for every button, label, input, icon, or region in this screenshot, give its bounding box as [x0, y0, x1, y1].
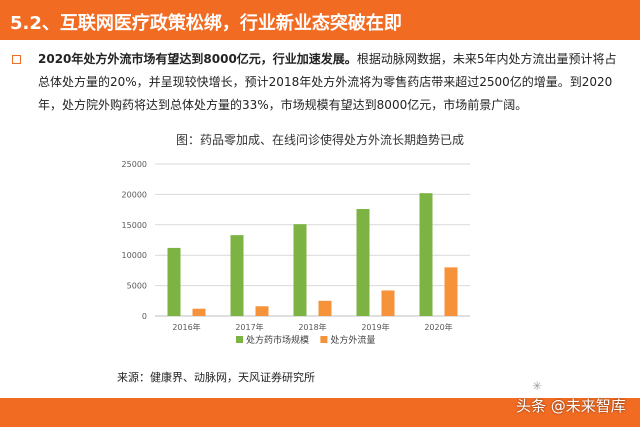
bar-market-size — [230, 235, 244, 316]
title-bar: 5.2、互联网医疗政策松绑，行业新业态突破在即 — [0, 0, 640, 40]
grid-layer — [155, 163, 470, 317]
x-tick-label: 2016年 — [172, 322, 200, 332]
legend-label: 处方药市场规模 — [246, 334, 309, 346]
wechat-icon: ✳ — [532, 379, 543, 393]
bar-outflow — [444, 267, 458, 316]
y-tick-label: 5000 — [127, 282, 147, 291]
label-layer: 0 5000 10000 15000 20000 25000 2016年 2017年 2018年… — [122, 160, 453, 332]
y-tick-label: 20000 — [122, 190, 147, 199]
bar-outflow — [318, 300, 332, 316]
bar-market-size — [167, 247, 181, 316]
paragraph-body: 根据动脉网数据，未来5年内处方流出量预计将占总体处方量的20%，并呈现较快增长，… — [38, 52, 617, 112]
chart-title: 图：药品零加成、在线问诊使得处方外流长期趋势已成 — [175, 133, 464, 147]
bar-market-size — [356, 208, 370, 316]
bar-outflow — [192, 308, 206, 316]
source-note: 来源：健康界、动脉网，天风证券研究所 — [117, 371, 315, 384]
x-tick-label: 2017年 — [235, 322, 263, 332]
bullet-square-icon — [12, 55, 21, 64]
paragraph-lead: 2020年处方外流市场有望达到8000亿元，行业加速发展。 — [38, 52, 357, 66]
legend: 处方药市场规模 处方外流量 — [236, 334, 375, 346]
y-tick-label: 25000 — [122, 160, 147, 169]
legend-label: 处方外流量 — [330, 334, 375, 346]
y-tick-label: 10000 — [122, 251, 147, 260]
legend-swatch — [320, 336, 328, 343]
summary-paragraph: 2020年处方外流市场有望达到8000亿元，行业加速发展。根据动脉网数据，未来5… — [38, 48, 628, 117]
x-tick-label: 2018年 — [298, 322, 326, 332]
legend-swatch — [236, 336, 243, 343]
page-title: 5.2、互联网医疗政策松绑，行业新业态突破在即 — [10, 13, 402, 34]
x-tick-label: 2020年 — [424, 322, 452, 332]
bar-market-size — [293, 224, 307, 316]
y-tick-label: 0 — [142, 312, 147, 321]
bar-market-size — [419, 193, 433, 316]
y-tick-label: 15000 — [122, 221, 147, 230]
bottom-bar — [0, 398, 640, 427]
watermark: 头条 @未来智库 — [516, 397, 626, 415]
bar-outflow — [255, 306, 269, 316]
bar-outflow — [381, 290, 395, 316]
bar-layer — [167, 193, 458, 316]
x-tick-label: 2019年 — [361, 322, 389, 332]
